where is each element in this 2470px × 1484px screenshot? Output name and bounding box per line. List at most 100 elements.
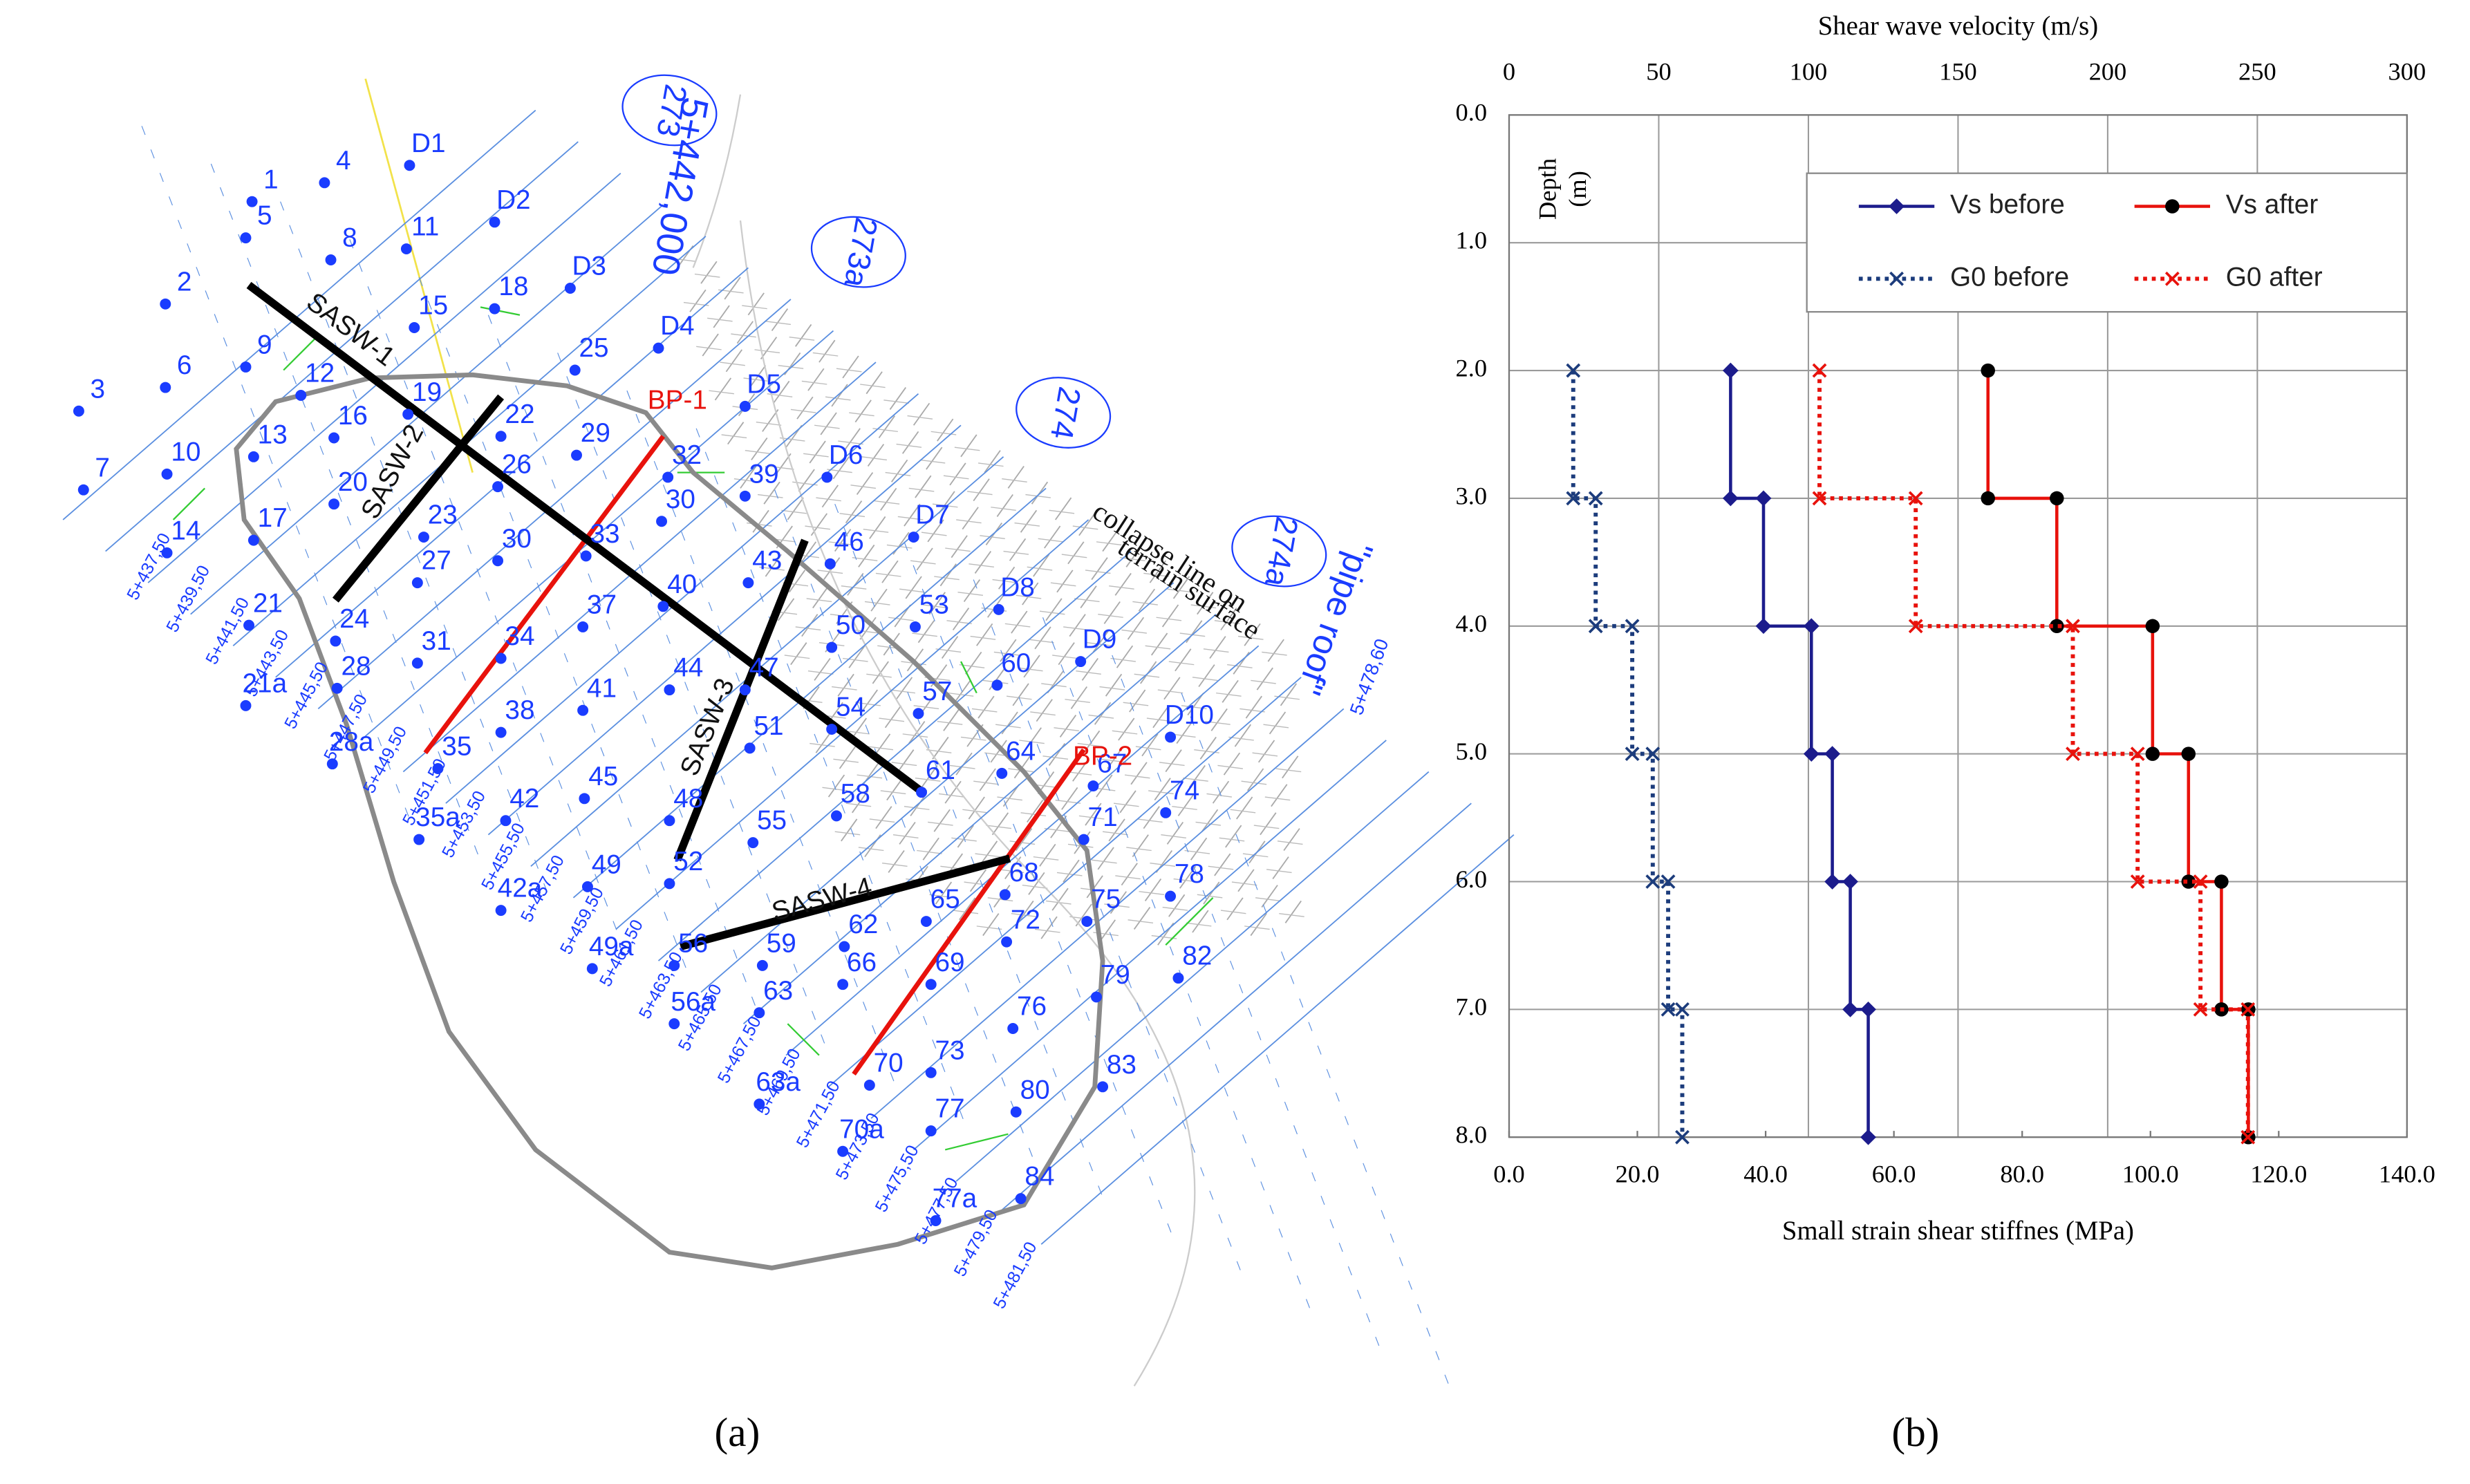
- point-label: 60: [1001, 648, 1031, 678]
- hatch: [1056, 570, 1074, 593]
- point-label: 49a: [589, 932, 634, 961]
- bracing: [172, 487, 206, 520]
- marker: [2164, 271, 2180, 286]
- hatch: [796, 396, 814, 420]
- hatch: [1250, 913, 1267, 937]
- survey-point: [1010, 1106, 1022, 1118]
- hatch: [1214, 853, 1231, 876]
- hatch: [1172, 576, 1190, 599]
- marker: [1981, 363, 1995, 378]
- hatch: [1198, 664, 1215, 688]
- y-axis-unit: (m): [1564, 171, 1591, 207]
- hatch: [976, 623, 993, 646]
- hatch: [1011, 912, 1037, 917]
- hatch: [855, 702, 881, 706]
- hatch: [897, 749, 915, 773]
- hatch: [1017, 900, 1034, 923]
- survey-point: [668, 1018, 680, 1030]
- survey-point: [243, 619, 255, 631]
- hatch: [832, 686, 857, 691]
- hatch: [1070, 686, 1088, 709]
- hatch: [834, 831, 861, 836]
- point-label: 42a: [498, 874, 543, 903]
- y-tick-label: 8.0: [1456, 1121, 1488, 1149]
- hatch: [960, 434, 977, 458]
- point-label: 24: [339, 604, 369, 634]
- survey-point: [908, 532, 919, 543]
- hatch: [759, 566, 785, 571]
- hatch: [721, 434, 747, 439]
- section-circle: [810, 216, 906, 288]
- hatch: [937, 720, 963, 725]
- hatch: [1152, 705, 1170, 729]
- hatch: [1234, 724, 1252, 747]
- hatch: [1033, 554, 1050, 577]
- hatch: [1269, 711, 1287, 735]
- hatch: [814, 657, 831, 681]
- hatch: [709, 390, 734, 395]
- hatch: [1266, 869, 1292, 874]
- bracing: [480, 306, 521, 316]
- hatch: [834, 529, 852, 552]
- hatch: [1150, 863, 1175, 867]
- hatch: [937, 418, 954, 442]
- survey-point: [1078, 834, 1089, 845]
- hatch: [1154, 778, 1171, 801]
- hatch: [912, 632, 937, 637]
- marker: [1908, 491, 1923, 506]
- hatch: [1173, 878, 1199, 883]
- hatch: [932, 503, 958, 508]
- point-label: 63: [763, 976, 793, 1006]
- hatch: [747, 292, 765, 316]
- legend-box: [1806, 172, 2408, 313]
- hatch: [843, 657, 868, 662]
- hatch: [1065, 699, 1090, 703]
- point-label: 72: [1011, 905, 1040, 934]
- x-tick-label: 60.0: [1872, 1161, 1916, 1188]
- point-label: 53: [919, 590, 949, 620]
- hatch: [863, 528, 889, 533]
- hatch: [1226, 897, 1244, 921]
- point-label: 79: [1101, 960, 1130, 990]
- point-label: 71: [1088, 802, 1118, 832]
- hatch: [1228, 736, 1254, 741]
- hatch: [787, 497, 804, 520]
- hatch: [1134, 673, 1160, 678]
- hatch: [1271, 784, 1288, 807]
- hatch: [1033, 856, 1059, 861]
- point-label: 63a: [756, 1067, 801, 1097]
- survey-point: [1090, 991, 1102, 1003]
- hatch: [1040, 916, 1058, 939]
- point-label: D1: [411, 129, 446, 158]
- grid-line-blue: [998, 802, 1472, 1214]
- hatch: [1028, 639, 1054, 644]
- hatch: [707, 317, 733, 322]
- survey-point: [739, 490, 751, 502]
- survey-point: [495, 431, 507, 442]
- hatch: [859, 617, 877, 640]
- hatch: [1145, 645, 1171, 650]
- hatch: [1260, 812, 1277, 836]
- survey-point: [916, 787, 928, 798]
- hatch: [781, 509, 807, 514]
- survey-point: [839, 941, 850, 952]
- survey-point: [577, 704, 589, 716]
- point-label: 11: [411, 212, 439, 242]
- hatch: [805, 525, 830, 530]
- hatch: [1120, 556, 1145, 561]
- hatch: [1143, 806, 1160, 829]
- x2-tick-label: 250: [2238, 57, 2276, 85]
- hatch: [1094, 702, 1112, 725]
- hatch: [1263, 724, 1289, 729]
- hatch: [977, 695, 995, 719]
- hatch: [1251, 679, 1276, 684]
- y-tick-label: 7.0: [1456, 993, 1488, 1021]
- point-label: D10: [1165, 700, 1214, 730]
- hatch: [1214, 620, 1240, 625]
- survey-point: [925, 979, 937, 990]
- hatch: [1255, 897, 1281, 902]
- hatch: [1110, 891, 1128, 914]
- hatch: [990, 740, 1007, 763]
- collapse-outline: [234, 372, 1105, 1270]
- grid-line-blue: [1040, 834, 1515, 1245]
